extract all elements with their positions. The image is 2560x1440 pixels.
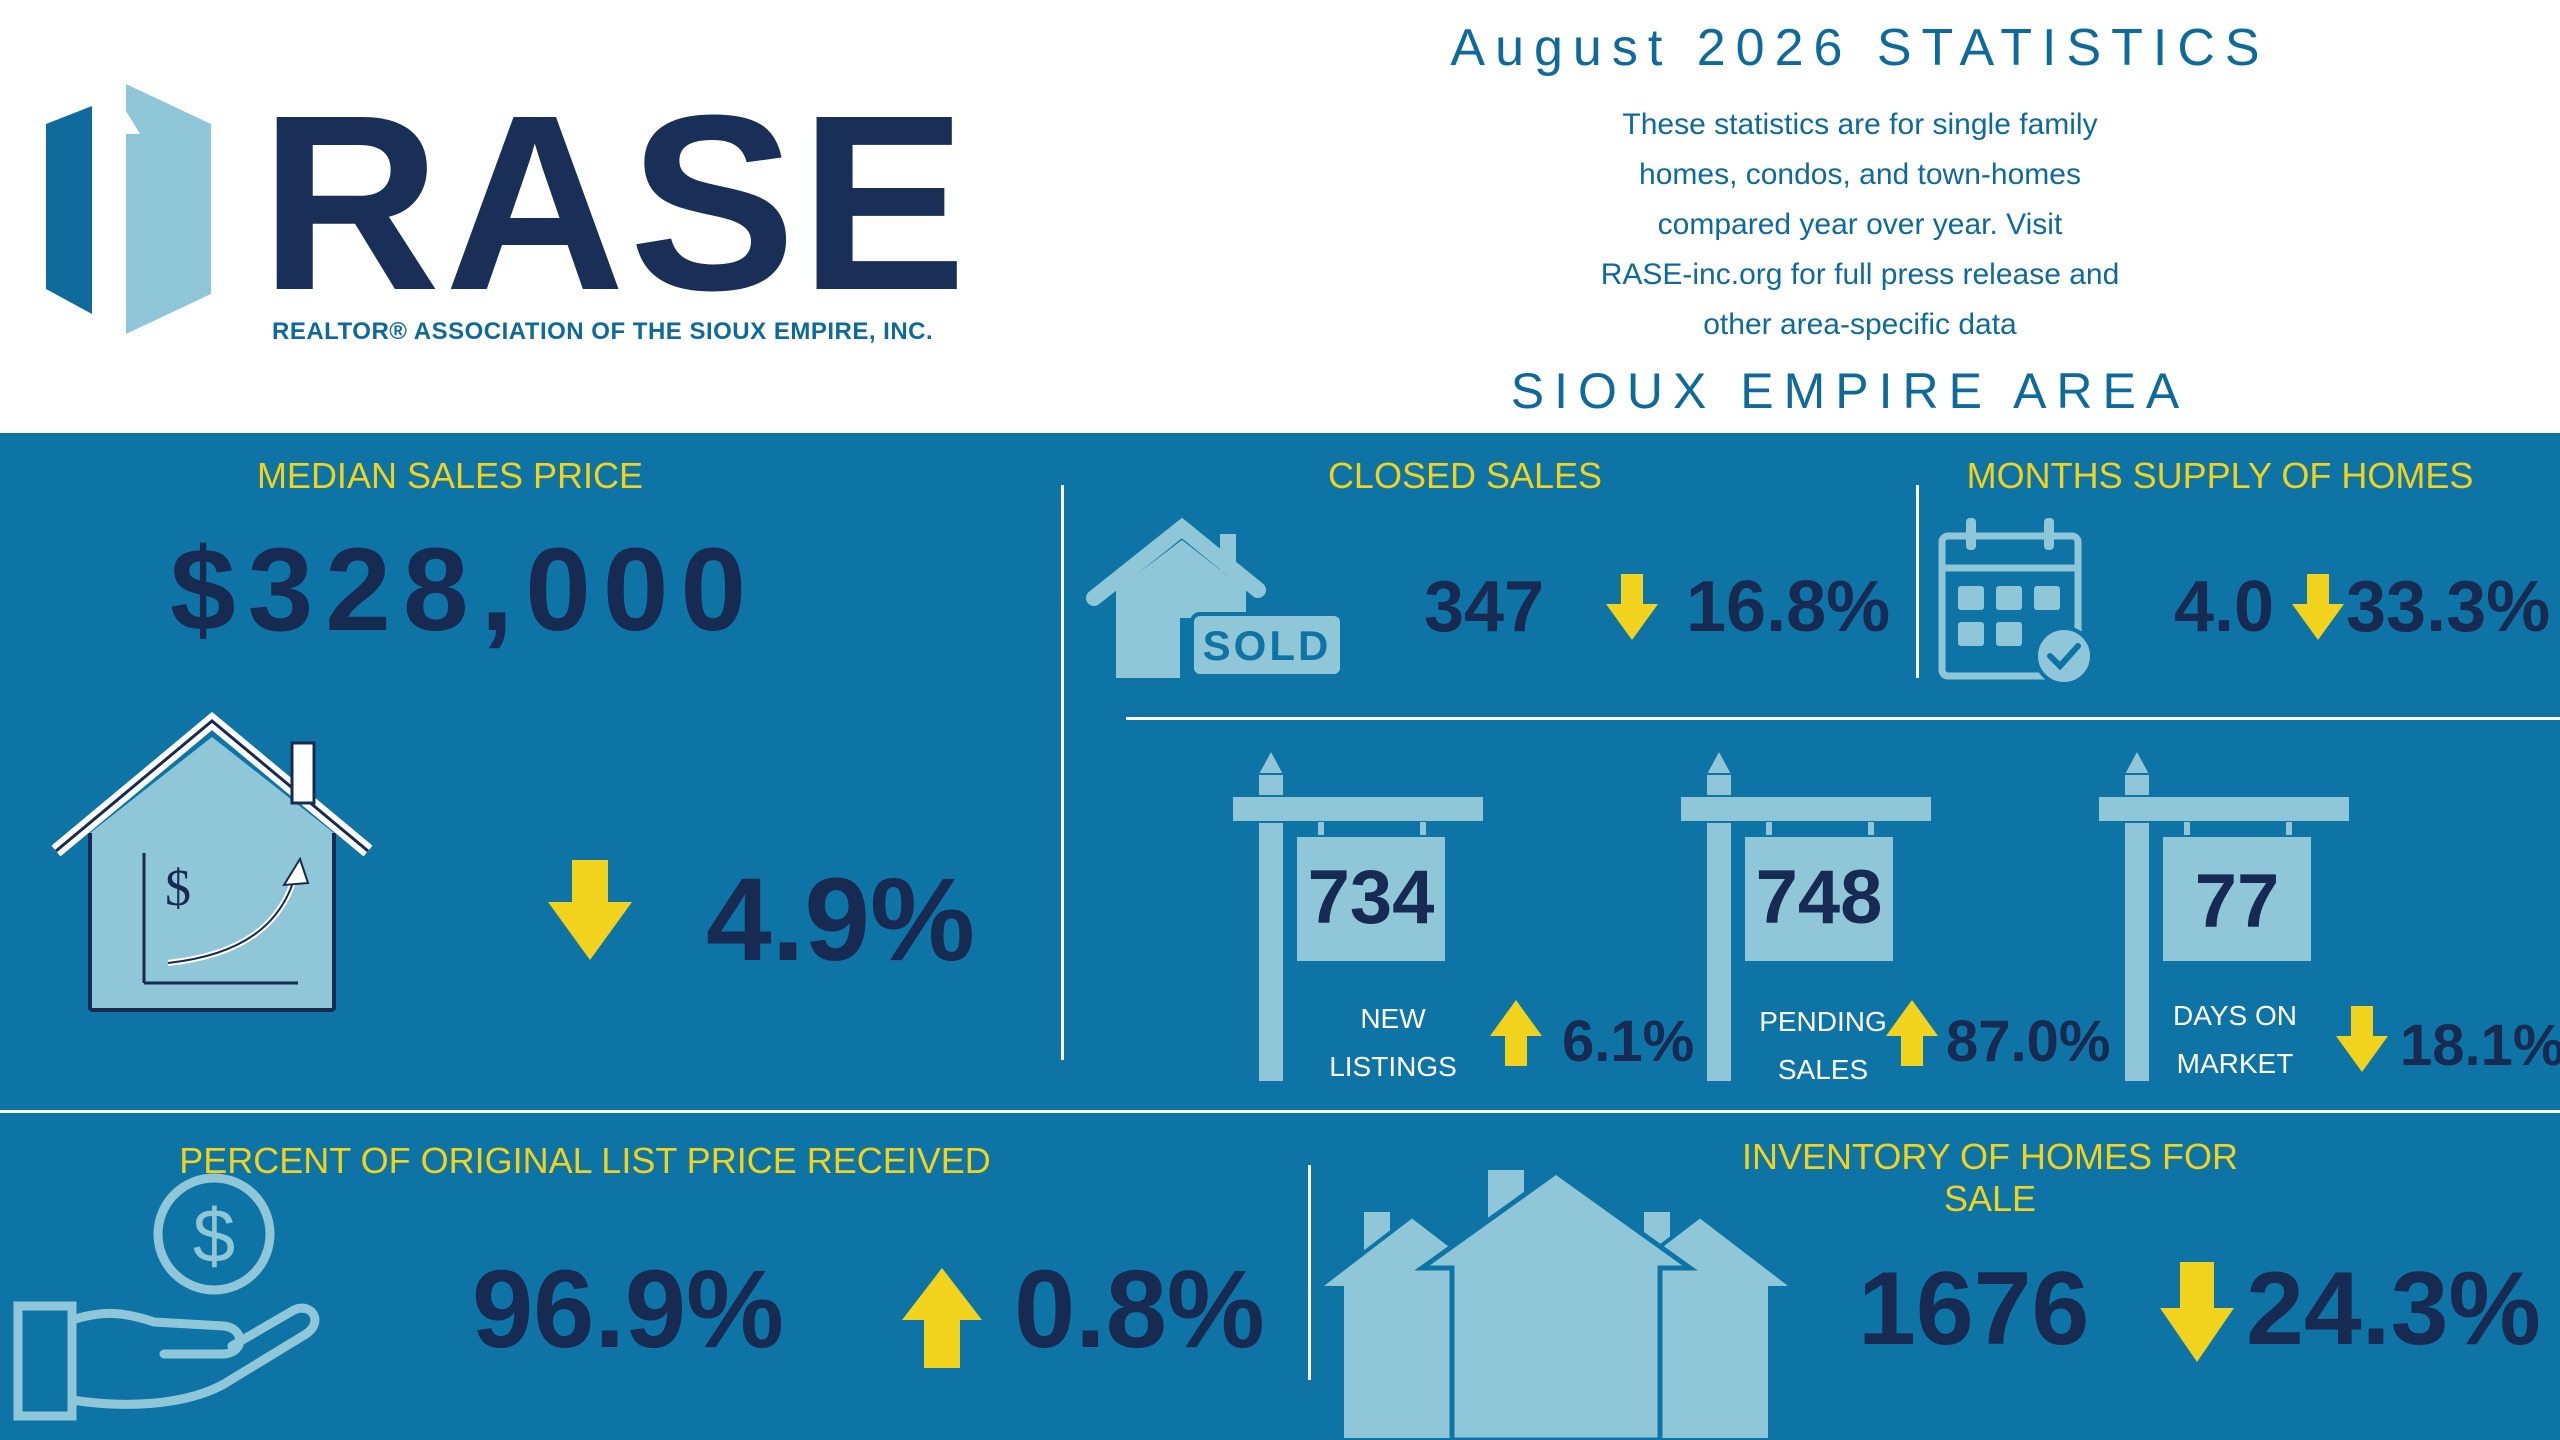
months-supply-change: 33.3% [2346, 567, 2551, 647]
months-supply-label: MONTHS SUPPLY OF HOMES [1966, 455, 2474, 496]
median-sales-price-change: 4.9% [706, 854, 975, 986]
description-line: other area-specific data [1703, 308, 2017, 341]
house-price-growth-icon: $ [51, 711, 373, 1012]
svg-text:$: $ [193, 1194, 235, 1279]
median-sales-price-label: MEDIAN SALES PRICE [256, 455, 644, 496]
down-arrow-icon [1606, 574, 1658, 640]
new-listings-label-line: LISTINGS [1329, 1051, 1457, 1082]
area-title: SIOUX EMPIRE AREA [1510, 363, 2190, 419]
percent-original-list-label: PERCENT OF ORIGINAL LIST PRICE RECEIVED [179, 1140, 991, 1181]
pending-sales-value: 748 [1755, 855, 1883, 940]
divider [1126, 717, 2560, 720]
up-arrow-icon [1886, 1000, 1938, 1066]
divider [0, 1110, 2560, 1113]
calendar-check-icon [1938, 518, 2094, 686]
closed-sales-label: CLOSED SALES [1327, 455, 1603, 496]
new-listings-label-line: NEW [1360, 1003, 1426, 1034]
stats-description: These statistics are for single family h… [1520, 100, 2200, 350]
description-line: These statistics are for single family [1622, 108, 2098, 141]
new-listings-change: 6.1% [1562, 1009, 1695, 1074]
closed-sales-change: 16.8% [1686, 567, 1891, 647]
description-line: RASE-inc.org for full press release and [1600, 258, 2120, 291]
stats-title: August 2026 STATISTICS [1450, 19, 2270, 77]
svg-text:$: $ [165, 860, 191, 917]
description-line: compared year over year. Visit [1657, 208, 2063, 241]
down-arrow-icon [2160, 1262, 2234, 1362]
sign-post-icon [2097, 747, 2351, 1083]
days-on-market-label: DAYS ON MARKET [2160, 992, 2310, 1088]
days-on-market-change: 18.1% [2400, 1013, 2560, 1078]
up-arrow-icon [902, 1268, 982, 1368]
inventory-label: INVENTORY OF HOMES FOR SALE [1741, 1136, 2239, 1219]
divider [1308, 1165, 1311, 1380]
divider [1061, 485, 1064, 1060]
up-arrow-icon [1490, 1000, 1542, 1066]
houses-icon [1312, 1168, 1800, 1440]
closed-sales-value: 347 [1424, 567, 1545, 647]
months-supply-value: 4.0 [2174, 567, 2275, 647]
pending-sales-label-line: PENDING [1759, 1006, 1887, 1037]
logo-wordmark: RASE [260, 63, 971, 342]
inventory-value: 1676 [1858, 1251, 2090, 1367]
pending-sales-change: 87.0% [1946, 1009, 2111, 1074]
pending-sales-label: PENDING SALES [1748, 998, 1898, 1094]
percent-original-list-change: 0.8% [1014, 1248, 1265, 1371]
sold-icon-text: SOLD [1203, 622, 1332, 669]
header [0, 0, 2560, 433]
days-on-market-value: 77 [2194, 859, 2280, 944]
percent-original-list-value: 96.9% [472, 1248, 784, 1371]
down-arrow-icon [2336, 1006, 2388, 1072]
median-sales-price-value: $328,000 [170, 524, 759, 656]
inventory-change: 24.3% [2246, 1251, 2541, 1367]
description-line: homes, condos, and town-homes [1639, 158, 2081, 191]
pending-sales-label-line: SALES [1777, 1054, 1869, 1085]
down-arrow-icon [2292, 574, 2344, 640]
new-listings-value: 734 [1307, 855, 1435, 940]
down-arrow-icon [548, 860, 632, 960]
days-on-market-label-line: DAYS ON [2173, 1000, 2297, 1031]
rase-logo-icon [46, 84, 211, 334]
new-listings-label: NEW LISTINGS [1318, 995, 1468, 1091]
sign-post-icon [1231, 747, 1485, 1083]
logo-subtitle: REALTOR® ASSOCIATION OF THE SIOUX EMPIRE… [272, 318, 934, 345]
divider [1916, 485, 1919, 678]
sold-house-icon: SOLD [1086, 517, 1344, 678]
days-on-market-label-line: MARKET [2176, 1048, 2294, 1079]
hand-dollar-icon: $ [13, 1173, 320, 1421]
sign-post-icon [1679, 747, 1933, 1083]
